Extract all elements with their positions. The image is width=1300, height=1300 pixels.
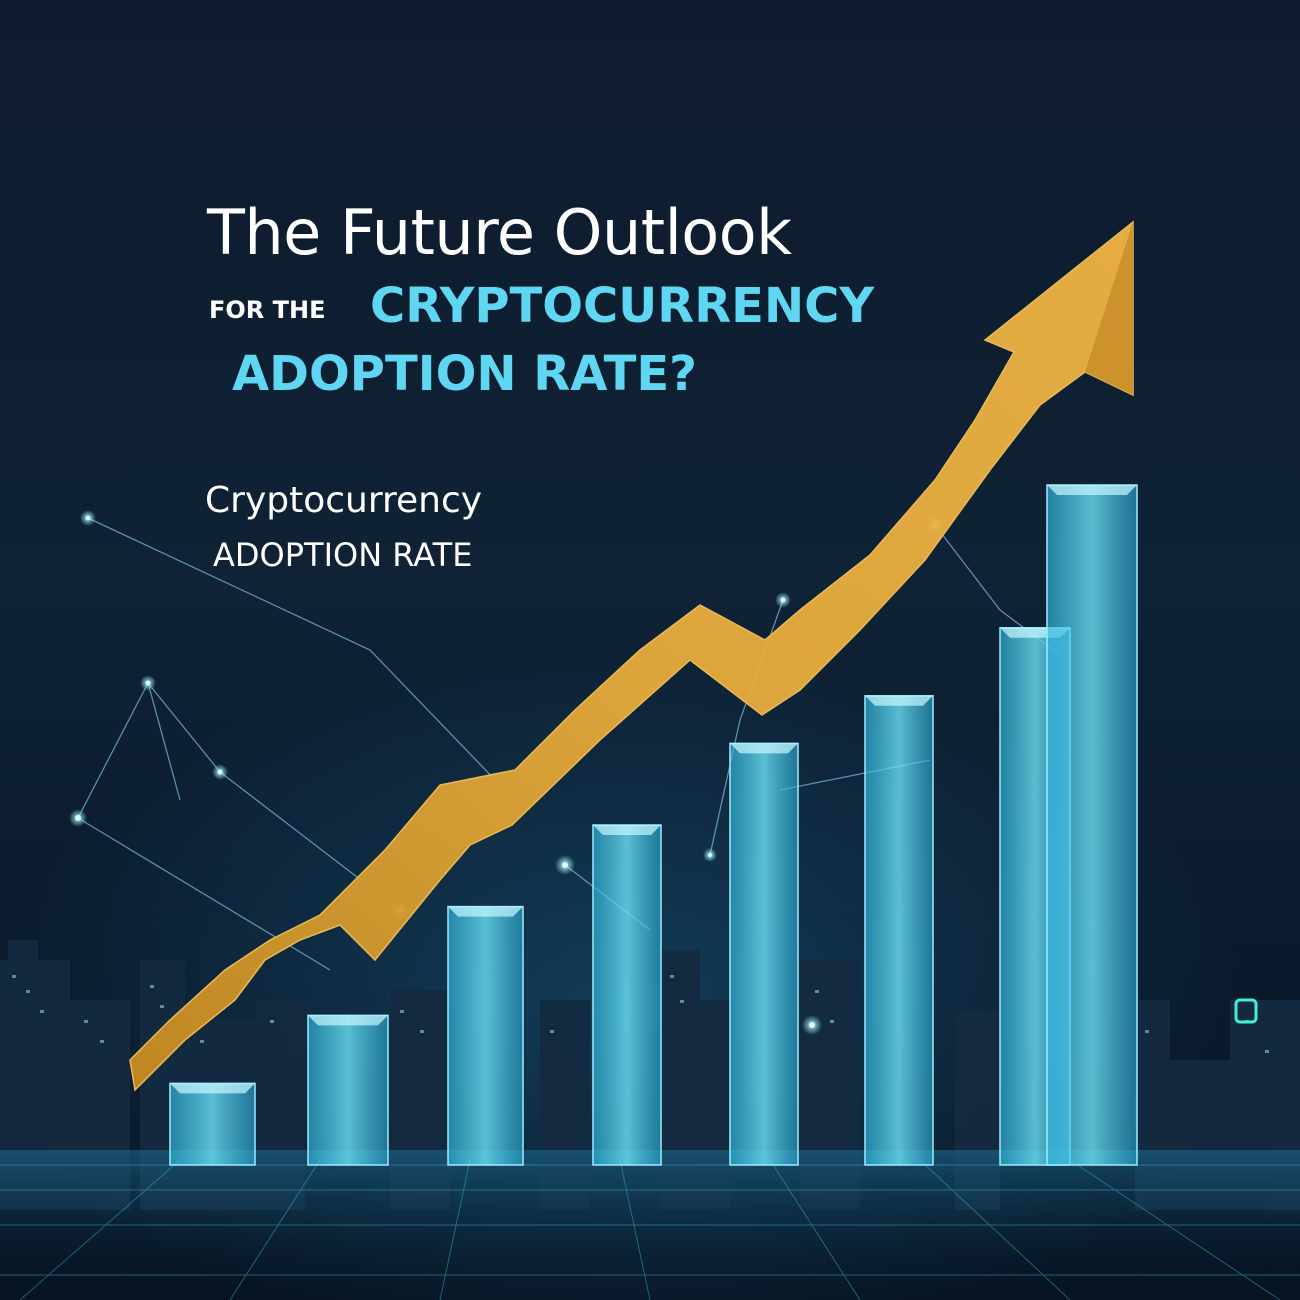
neon-sign <box>1234 998 1258 1024</box>
bar-top-3 <box>448 906 523 917</box>
headline-highlight-cryptocurrency: CRYPTOCURRENCY <box>370 278 875 334</box>
bar-top-1 <box>170 1083 255 1094</box>
bar-6 <box>864 695 934 1166</box>
subheading-adoption-rate: ADOPTION RATE <box>213 536 473 574</box>
bars <box>169 484 1138 1166</box>
bar-top-4 <box>593 825 661 835</box>
bar-top-8 <box>1047 485 1137 495</box>
bar-1 <box>169 1082 256 1166</box>
headline-highlight-adoption-rate: ADOPTION RATE? <box>232 346 698 402</box>
headline-title: The Future Outlook <box>207 196 792 269</box>
bar-4 <box>592 824 662 1166</box>
headline-prefix: FOR THE <box>209 296 326 324</box>
bar-8 <box>1046 484 1138 1166</box>
bar-top-6 <box>865 695 933 706</box>
subheading-cryptocurrency: Cryptocurrency <box>205 480 483 521</box>
bar-3 <box>447 905 524 1166</box>
bar-top-2 <box>308 1015 388 1026</box>
arrow-bevel <box>1085 222 1133 395</box>
bar-top-5 <box>730 743 798 754</box>
floor <box>0 1150 1300 1300</box>
bar-2 <box>307 1014 389 1166</box>
bar-5 <box>729 742 799 1166</box>
city-lights <box>12 975 1269 1053</box>
